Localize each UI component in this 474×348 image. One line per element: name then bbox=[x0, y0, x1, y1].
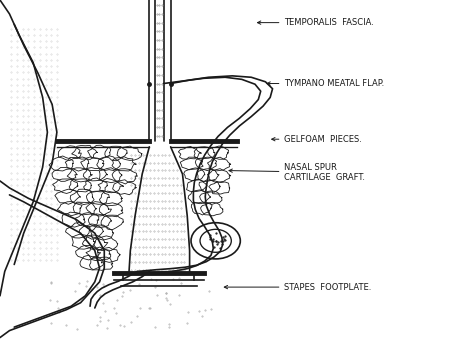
Text: TYMPANO MEATAL FLAP.: TYMPANO MEATAL FLAP. bbox=[267, 79, 384, 88]
Text: NASAL SPUR
CARTILAGE  GRAFT.: NASAL SPUR CARTILAGE GRAFT. bbox=[229, 163, 365, 182]
Text: STAPES  FOOTPLATE.: STAPES FOOTPLATE. bbox=[224, 283, 372, 292]
Text: TEMPORALIS  FASCIA.: TEMPORALIS FASCIA. bbox=[257, 18, 374, 27]
Text: GELFOAM  PIECES.: GELFOAM PIECES. bbox=[272, 135, 362, 144]
